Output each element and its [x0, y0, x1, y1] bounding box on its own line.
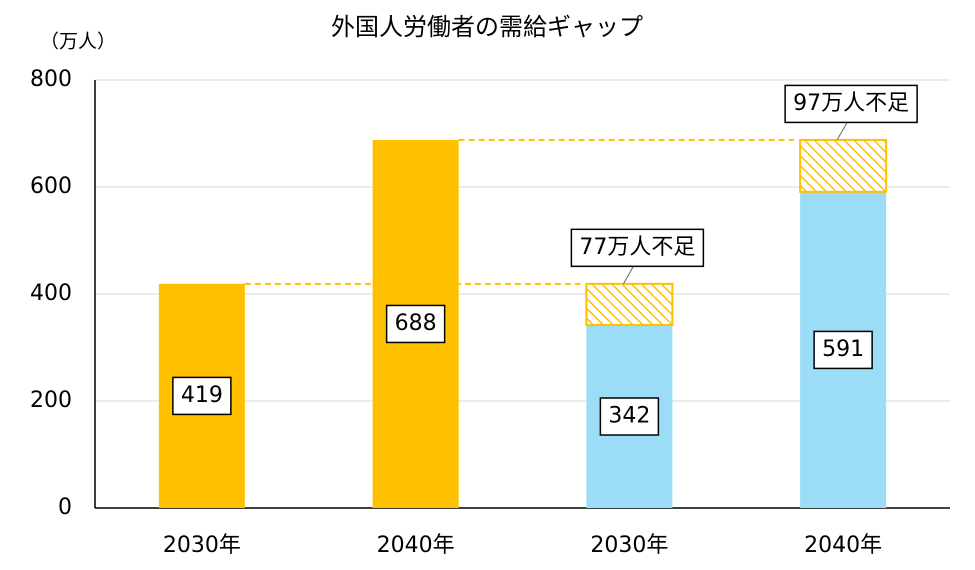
value-label: 591	[822, 337, 864, 362]
value-label: 688	[395, 311, 437, 336]
chart-title: 外国人労働者の需給ギャップ	[331, 13, 643, 41]
y-tick-label: 400	[30, 281, 72, 306]
x-tick-label: 2040年	[804, 533, 882, 558]
shortage-bar	[585, 282, 674, 327]
label-box	[784, 84, 918, 124]
y-tick-label: 0	[58, 495, 72, 520]
label-box	[813, 330, 873, 370]
label-box	[570, 228, 705, 268]
x-tick-label: 2030年	[163, 533, 241, 558]
label-box	[385, 304, 446, 344]
label-box	[172, 376, 232, 416]
label-box	[599, 397, 660, 436]
shortage-bar	[799, 138, 888, 193]
callout-label: 97万人不足	[793, 91, 909, 116]
y-unit-label: （万人）	[40, 31, 116, 53]
callout-leader	[622, 266, 634, 285]
callout-leader	[836, 122, 848, 141]
callout-label: 77万人不足	[579, 235, 695, 260]
y-tick-label: 800	[30, 67, 72, 92]
x-tick-label: 2040年	[377, 533, 455, 558]
value-label: 419	[181, 383, 223, 408]
y-tick-label: 600	[30, 174, 72, 199]
value-label: 342	[608, 404, 650, 429]
y-tick-label: 200	[30, 388, 72, 413]
x-tick-label: 2030年	[590, 533, 668, 558]
